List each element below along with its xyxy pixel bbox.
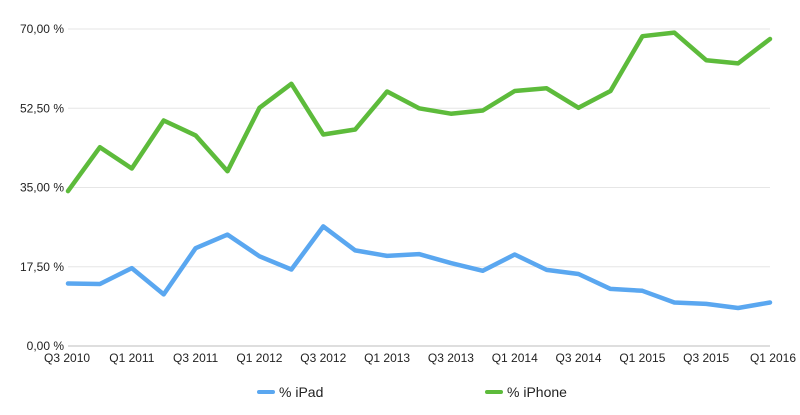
x-tick-label: Q3 2013 <box>428 351 474 365</box>
y-tick-label: 70,00 % <box>20 22 64 36</box>
x-tick-label: Q1 2016 <box>750 351 796 365</box>
x-tick-label: Q1 2013 <box>364 351 410 365</box>
x-tick-label: Q3 2015 <box>683 351 729 365</box>
tick-labels: 0,00 % 17,50 % 35,00 % 52,50 % 70,00 % Q3 201… <box>20 22 796 365</box>
legend: % iPad % iPhone <box>257 384 567 400</box>
y-tick-label: 17,50 % <box>20 260 64 274</box>
series-line-1 <box>65 30 773 194</box>
x-tick-label: Q1 2012 <box>236 351 282 365</box>
x-tick-label: Q1 2015 <box>619 351 665 365</box>
x-tick-label: Q3 2014 <box>556 351 602 365</box>
x-tick-label: Q3 2012 <box>300 351 346 365</box>
x-tick-label: Q1 2014 <box>492 351 538 365</box>
y-tick-label: 52,50 % <box>20 101 64 115</box>
legend-label-1: % iPhone <box>507 384 567 400</box>
x-tick-label: Q3 2010 <box>44 351 90 365</box>
x-tick-label: Q1 2011 <box>109 351 154 365</box>
series-lines <box>65 30 773 311</box>
gridlines <box>68 28 770 268</box>
y-tick-label: 0,00 % <box>27 339 65 353</box>
y-tick-label: 35,00 % <box>20 181 64 195</box>
legend-label-0: % iPad <box>279 384 323 400</box>
x-tick-label: Q3 2011 <box>173 351 218 365</box>
